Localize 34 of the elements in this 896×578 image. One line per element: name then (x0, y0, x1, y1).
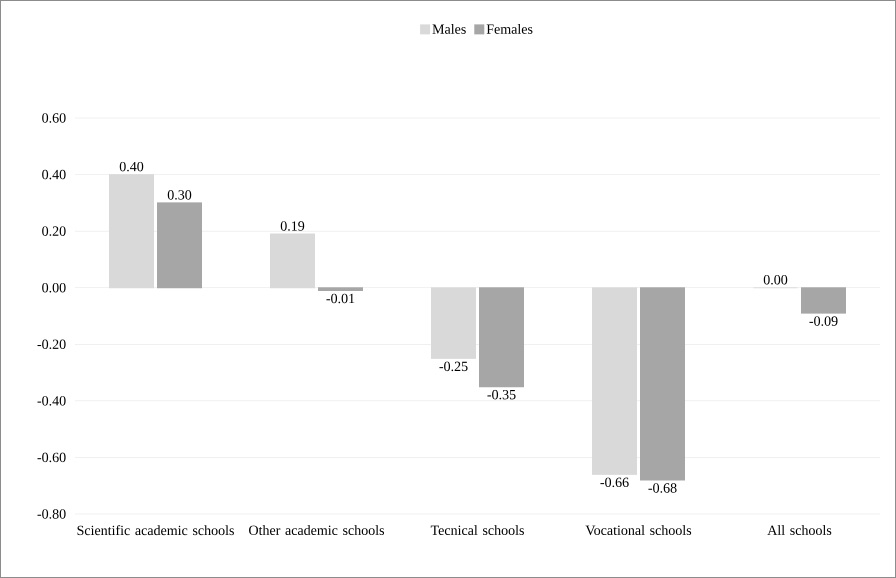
bar (592, 287, 638, 475)
bar (801, 287, 846, 314)
data-label: 0.40 (120, 162, 144, 172)
data-label: -0.68 (648, 483, 677, 493)
x-tick-label: Other academic schools (249, 525, 384, 535)
x-tick-label: All schools (767, 525, 832, 535)
data-label: -0.35 (487, 390, 516, 400)
y-tick-label: 0.00 (42, 282, 66, 292)
bar (157, 202, 202, 288)
bar (431, 287, 476, 359)
y-tick-label: 0.20 (42, 226, 66, 236)
data-label: -0.25 (439, 362, 468, 372)
bar (479, 287, 524, 388)
data-label: 0.30 (168, 190, 192, 200)
data-label: -0.01 (326, 294, 354, 304)
data-label: 0.00 (764, 275, 788, 285)
x-tick-label: Scientific academic schools (78, 525, 234, 536)
bar (270, 233, 315, 288)
y-tick-label: 0.60 (42, 113, 66, 123)
bar (318, 287, 364, 292)
y-tick-label: -0.40 (37, 396, 66, 406)
y-tick-label: -0.20 (37, 340, 66, 350)
y-tick-label: -0.60 (37, 452, 66, 462)
bar (640, 287, 686, 481)
bar (109, 174, 154, 288)
y-tick-label: 0.40 (42, 170, 66, 180)
data-label: 0.19 (280, 221, 304, 231)
x-tick-label: Vocational schools (586, 525, 692, 536)
data-label: -0.66 (600, 478, 629, 488)
y-tick-label: -0.80 (37, 509, 66, 519)
legend-label: Males (432, 24, 466, 34)
legend-label: Females (486, 24, 532, 34)
x-tick-label: Tecnical schools (430, 525, 524, 535)
data-label: -0.09 (809, 316, 838, 326)
